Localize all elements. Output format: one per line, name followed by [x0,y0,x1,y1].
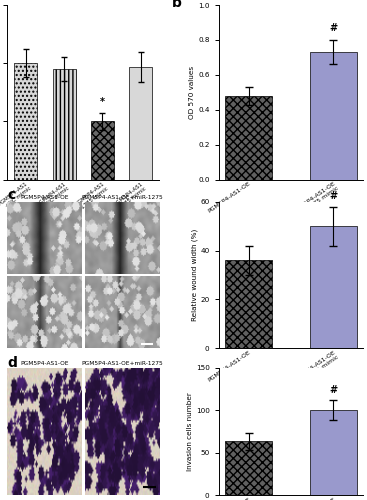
Title: PGM5P4-AS1-OE: PGM5P4-AS1-OE [20,361,69,366]
Text: c: c [7,188,15,202]
Title: PGM5P4-AS1-OE: PGM5P4-AS1-OE [20,195,69,200]
Text: *: * [100,98,105,108]
Y-axis label: Invasion cells number: Invasion cells number [187,392,193,470]
Bar [310,226,357,348]
Text: #: # [329,191,338,201]
Y-axis label: Relative wound width (%): Relative wound width (%) [191,229,197,321]
Bar [129,66,152,180]
Title: PGM5P4-AS1-OE+miR-1275: PGM5P4-AS1-OE+miR-1275 [81,195,163,200]
Y-axis label: OD 570 values: OD 570 values [189,66,195,119]
Bar [225,96,272,180]
Bar [52,69,76,180]
Bar [225,260,272,348]
Text: d: d [7,356,17,370]
Bar [310,52,357,180]
Bar [310,410,357,495]
Title: PGM5P4-AS1-OE+miR-1275: PGM5P4-AS1-OE+miR-1275 [81,361,163,366]
Bar [225,442,272,495]
Text: #: # [329,23,338,33]
Text: b: b [172,0,182,10]
Bar [91,122,114,180]
Text: #: # [329,385,338,395]
Bar [14,63,37,180]
